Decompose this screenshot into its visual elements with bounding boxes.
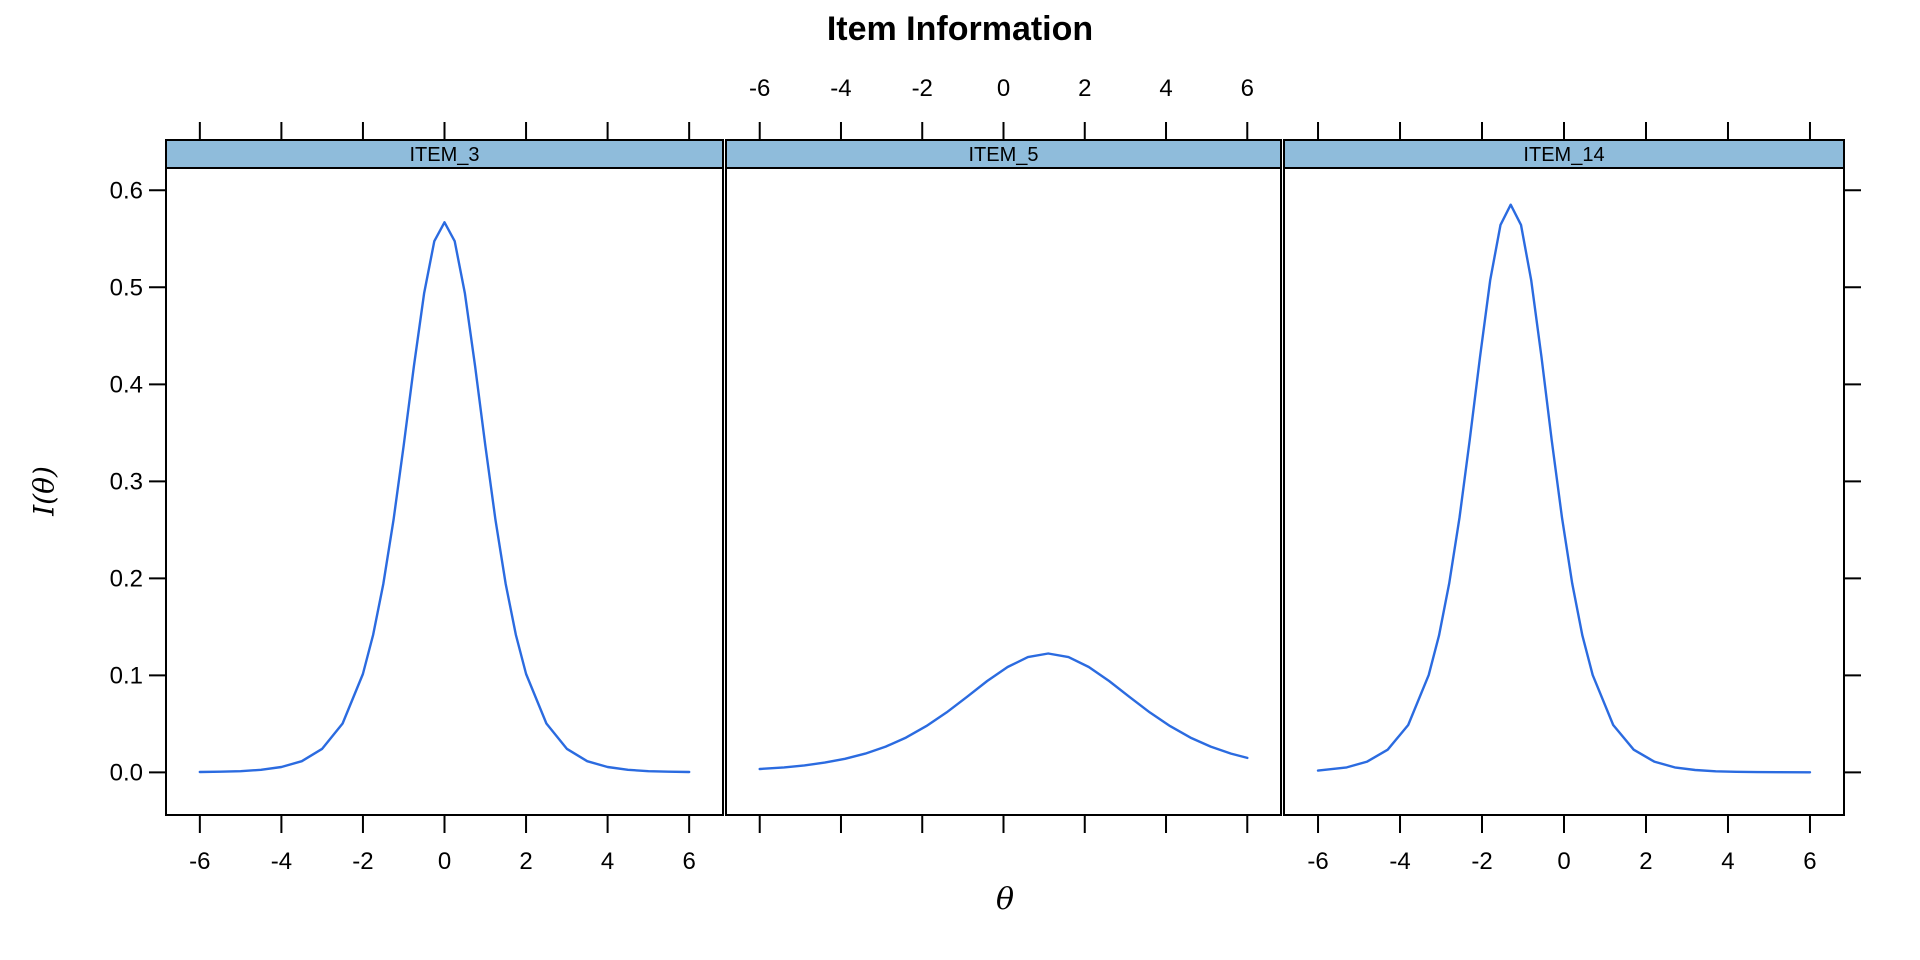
y-axis-label: I(θ) bbox=[27, 466, 61, 516]
x-tick-label-bottom: 0 bbox=[1557, 848, 1570, 875]
strip-label: ITEM_3 bbox=[409, 144, 479, 166]
information-curve bbox=[758, 652, 1249, 771]
x-tick-label-bottom: -2 bbox=[352, 848, 373, 875]
x-axis-label: θ bbox=[995, 882, 1015, 917]
x-tick-label-bottom: -6 bbox=[189, 848, 210, 875]
strip-label: ITEM_5 bbox=[968, 144, 1038, 166]
x-tick-label-bottom: 4 bbox=[1721, 848, 1734, 875]
x-tick-label-top: -2 bbox=[912, 75, 933, 102]
y-tick-label: 0.3 bbox=[110, 468, 143, 495]
y-tick-label: 0.4 bbox=[110, 371, 143, 398]
x-tick-label-bottom: -6 bbox=[1307, 848, 1328, 875]
y-tick-label: 0.6 bbox=[110, 177, 143, 204]
strip-label: ITEM_14 bbox=[1523, 144, 1604, 166]
panel-border bbox=[165, 167, 724, 816]
x-tick-label-bottom: 2 bbox=[1639, 848, 1652, 875]
x-tick-label-top: 2 bbox=[1078, 75, 1091, 102]
y-tick-label: 0.0 bbox=[110, 759, 143, 786]
page-title: Item Information bbox=[826, 10, 1094, 48]
x-tick-label-top: 0 bbox=[997, 75, 1010, 102]
strip-bar bbox=[1283, 139, 1845, 169]
x-tick-label-bottom: -4 bbox=[1389, 848, 1410, 875]
y-tick-label: 0.2 bbox=[110, 565, 143, 592]
x-tick-label-bottom: 6 bbox=[682, 848, 695, 875]
information-curve bbox=[1316, 203, 1812, 774]
x-tick-label-bottom: 0 bbox=[438, 848, 451, 875]
x-tick-label-top: -6 bbox=[749, 75, 770, 102]
panel-border bbox=[1283, 167, 1845, 816]
x-tick-label-bottom: -2 bbox=[1471, 848, 1492, 875]
x-tick-label-bottom: 2 bbox=[519, 848, 532, 875]
x-tick-label-top: 6 bbox=[1241, 75, 1254, 102]
x-tick-label-top: 4 bbox=[1159, 75, 1172, 102]
strip-bar bbox=[165, 139, 724, 169]
x-tick-label-bottom: 4 bbox=[601, 848, 614, 875]
information-curve bbox=[198, 221, 691, 774]
strip-bar bbox=[725, 139, 1282, 169]
y-tick-label: 0.1 bbox=[110, 662, 143, 689]
x-tick-label-bottom: -4 bbox=[271, 848, 292, 875]
panel-border bbox=[725, 167, 1282, 816]
x-tick-label-top: -4 bbox=[830, 75, 851, 102]
y-tick-label: 0.5 bbox=[110, 274, 143, 301]
x-tick-label-bottom: 6 bbox=[1803, 848, 1816, 875]
